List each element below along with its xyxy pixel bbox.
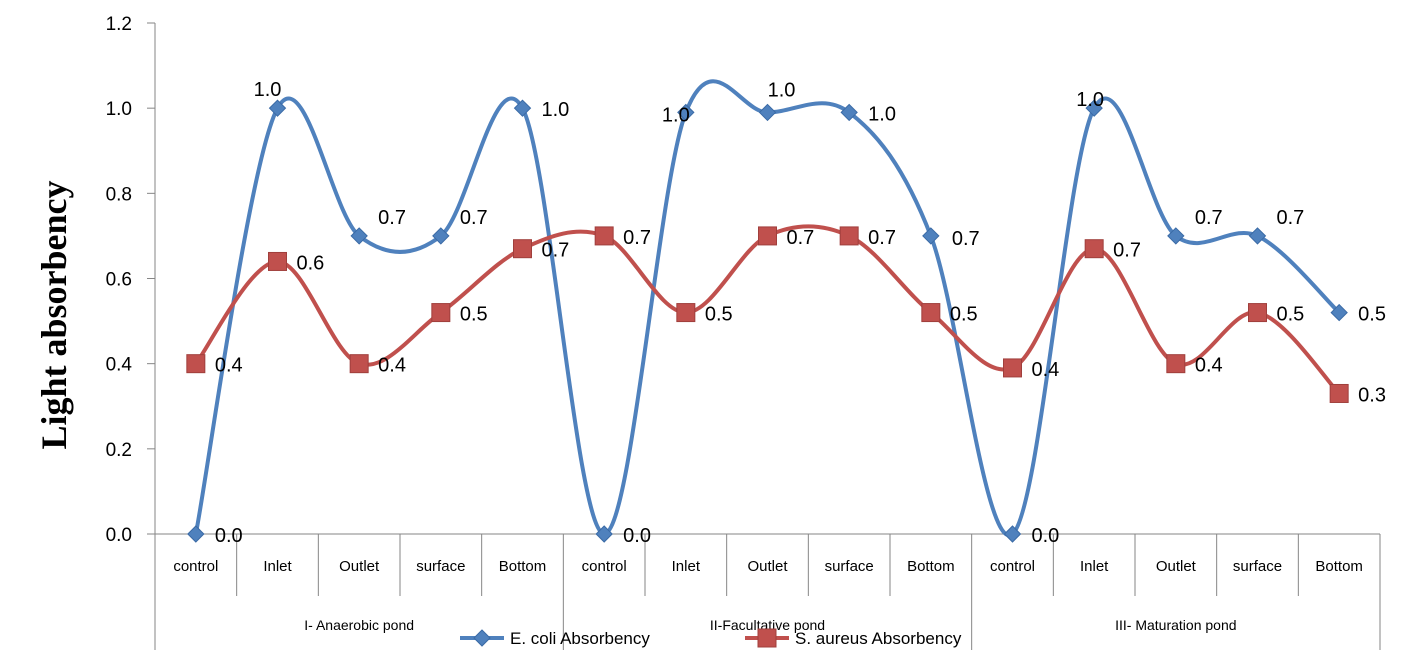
data-label: 0.7 xyxy=(787,227,815,249)
data-point xyxy=(513,239,532,259)
data-label: 0.7 xyxy=(378,207,406,229)
data-label: 0.5 xyxy=(950,304,978,326)
data-label: 1.0 xyxy=(768,79,796,101)
data-point xyxy=(1085,99,1103,117)
data-point xyxy=(758,226,777,246)
x-tick-label: surface xyxy=(416,558,465,575)
data-point xyxy=(187,525,205,543)
data-label: 0.0 xyxy=(215,525,243,547)
data-label: 0.5 xyxy=(1358,304,1386,326)
data-point xyxy=(1248,303,1267,323)
data-label: 0.7 xyxy=(542,240,570,262)
legend-label: E. coli Absorbency xyxy=(510,629,650,648)
y-tick-label: 1.0 xyxy=(106,99,132,120)
data-point xyxy=(1166,354,1186,374)
series-line-1 xyxy=(193,79,1342,538)
x-tick-label: surface xyxy=(825,558,874,575)
data-label: 1.0 xyxy=(662,104,690,126)
x-tick-label: Outlet xyxy=(339,558,380,575)
x-tick-label: Inlet xyxy=(1080,558,1109,575)
data-point xyxy=(431,303,451,323)
data-label: 0.5 xyxy=(1277,304,1305,326)
x-group-label: III- Maturation pond xyxy=(1115,617,1236,633)
data-point xyxy=(432,227,450,245)
x-tick-label: control xyxy=(990,558,1035,575)
data-label: 0.4 xyxy=(378,355,406,377)
data-point xyxy=(595,525,613,543)
x-tick-label: Inlet xyxy=(263,558,292,575)
x-group-label: I- Anaerobic pond xyxy=(304,617,414,633)
data-label: 0.3 xyxy=(1358,384,1386,406)
data-label: 0.5 xyxy=(705,304,733,326)
data-point xyxy=(1003,525,1022,543)
data-label: 0.7 xyxy=(952,228,980,250)
data-point xyxy=(594,226,614,246)
y-tick-label: 0.2 xyxy=(106,440,132,461)
data-point xyxy=(1003,358,1022,378)
legend-label: S. aureus Absorbency xyxy=(795,629,962,648)
data-label: 0.7 xyxy=(868,227,896,249)
data-label: 1.0 xyxy=(254,79,282,101)
data-label: 0.7 xyxy=(1195,207,1223,229)
data-point xyxy=(349,354,369,374)
x-tick-label: surface xyxy=(1233,558,1282,575)
data-label: 0.4 xyxy=(1195,355,1223,377)
data-label: 1.0 xyxy=(542,99,570,121)
x-tick-label: Bottom xyxy=(907,558,955,575)
data-label: 0.4 xyxy=(1032,359,1060,381)
data-label: 0.6 xyxy=(297,252,325,274)
x-tick-label: control xyxy=(582,558,627,575)
data-label: 0.0 xyxy=(623,525,651,547)
data-point xyxy=(1330,303,1348,322)
data-point xyxy=(676,303,696,323)
x-tick-label: Inlet xyxy=(672,558,701,575)
y-axis-title: Light absorbency xyxy=(34,180,74,449)
data-label: 0.7 xyxy=(1277,207,1305,229)
x-tick-label: Outlet xyxy=(1156,558,1197,575)
data-point xyxy=(268,99,287,117)
data-point xyxy=(350,227,368,245)
y-tick-label: 1.2 xyxy=(106,14,132,35)
data-label: 1.0 xyxy=(1076,89,1104,111)
data-point xyxy=(922,227,940,245)
x-tick-label: Bottom xyxy=(1315,558,1363,575)
data-point xyxy=(840,103,858,122)
data-label: 0.5 xyxy=(460,304,488,326)
y-tick-label: 0.6 xyxy=(106,270,132,291)
y-tick-label: 0.0 xyxy=(106,525,132,546)
data-point xyxy=(186,354,206,374)
data-label: 0.7 xyxy=(623,227,651,249)
y-tick-label: 0.4 xyxy=(106,355,133,376)
legend-marker xyxy=(473,629,491,647)
data-point xyxy=(268,251,287,271)
x-tick-label: Bottom xyxy=(499,558,547,575)
data-label: 0.7 xyxy=(460,207,488,229)
data-point xyxy=(513,99,532,117)
data-point xyxy=(1167,227,1185,245)
y-tick-label: 0.8 xyxy=(106,184,132,205)
data-label: 0.0 xyxy=(1032,525,1060,547)
data-point xyxy=(839,226,859,246)
data-point xyxy=(677,103,695,122)
x-group-label: II-Facultative pond xyxy=(710,617,825,633)
data-point xyxy=(758,103,777,122)
x-tick-label: control xyxy=(173,558,218,575)
x-tick-label: Outlet xyxy=(747,558,788,575)
data-label: 0.7 xyxy=(1113,240,1141,262)
data-point xyxy=(1248,227,1267,245)
data-label: 1.0 xyxy=(868,103,896,125)
data-point xyxy=(1084,239,1104,259)
legend-marker xyxy=(757,628,777,648)
data-label: 0.4 xyxy=(215,355,243,377)
data-point xyxy=(921,303,941,323)
data-point xyxy=(1329,383,1349,403)
